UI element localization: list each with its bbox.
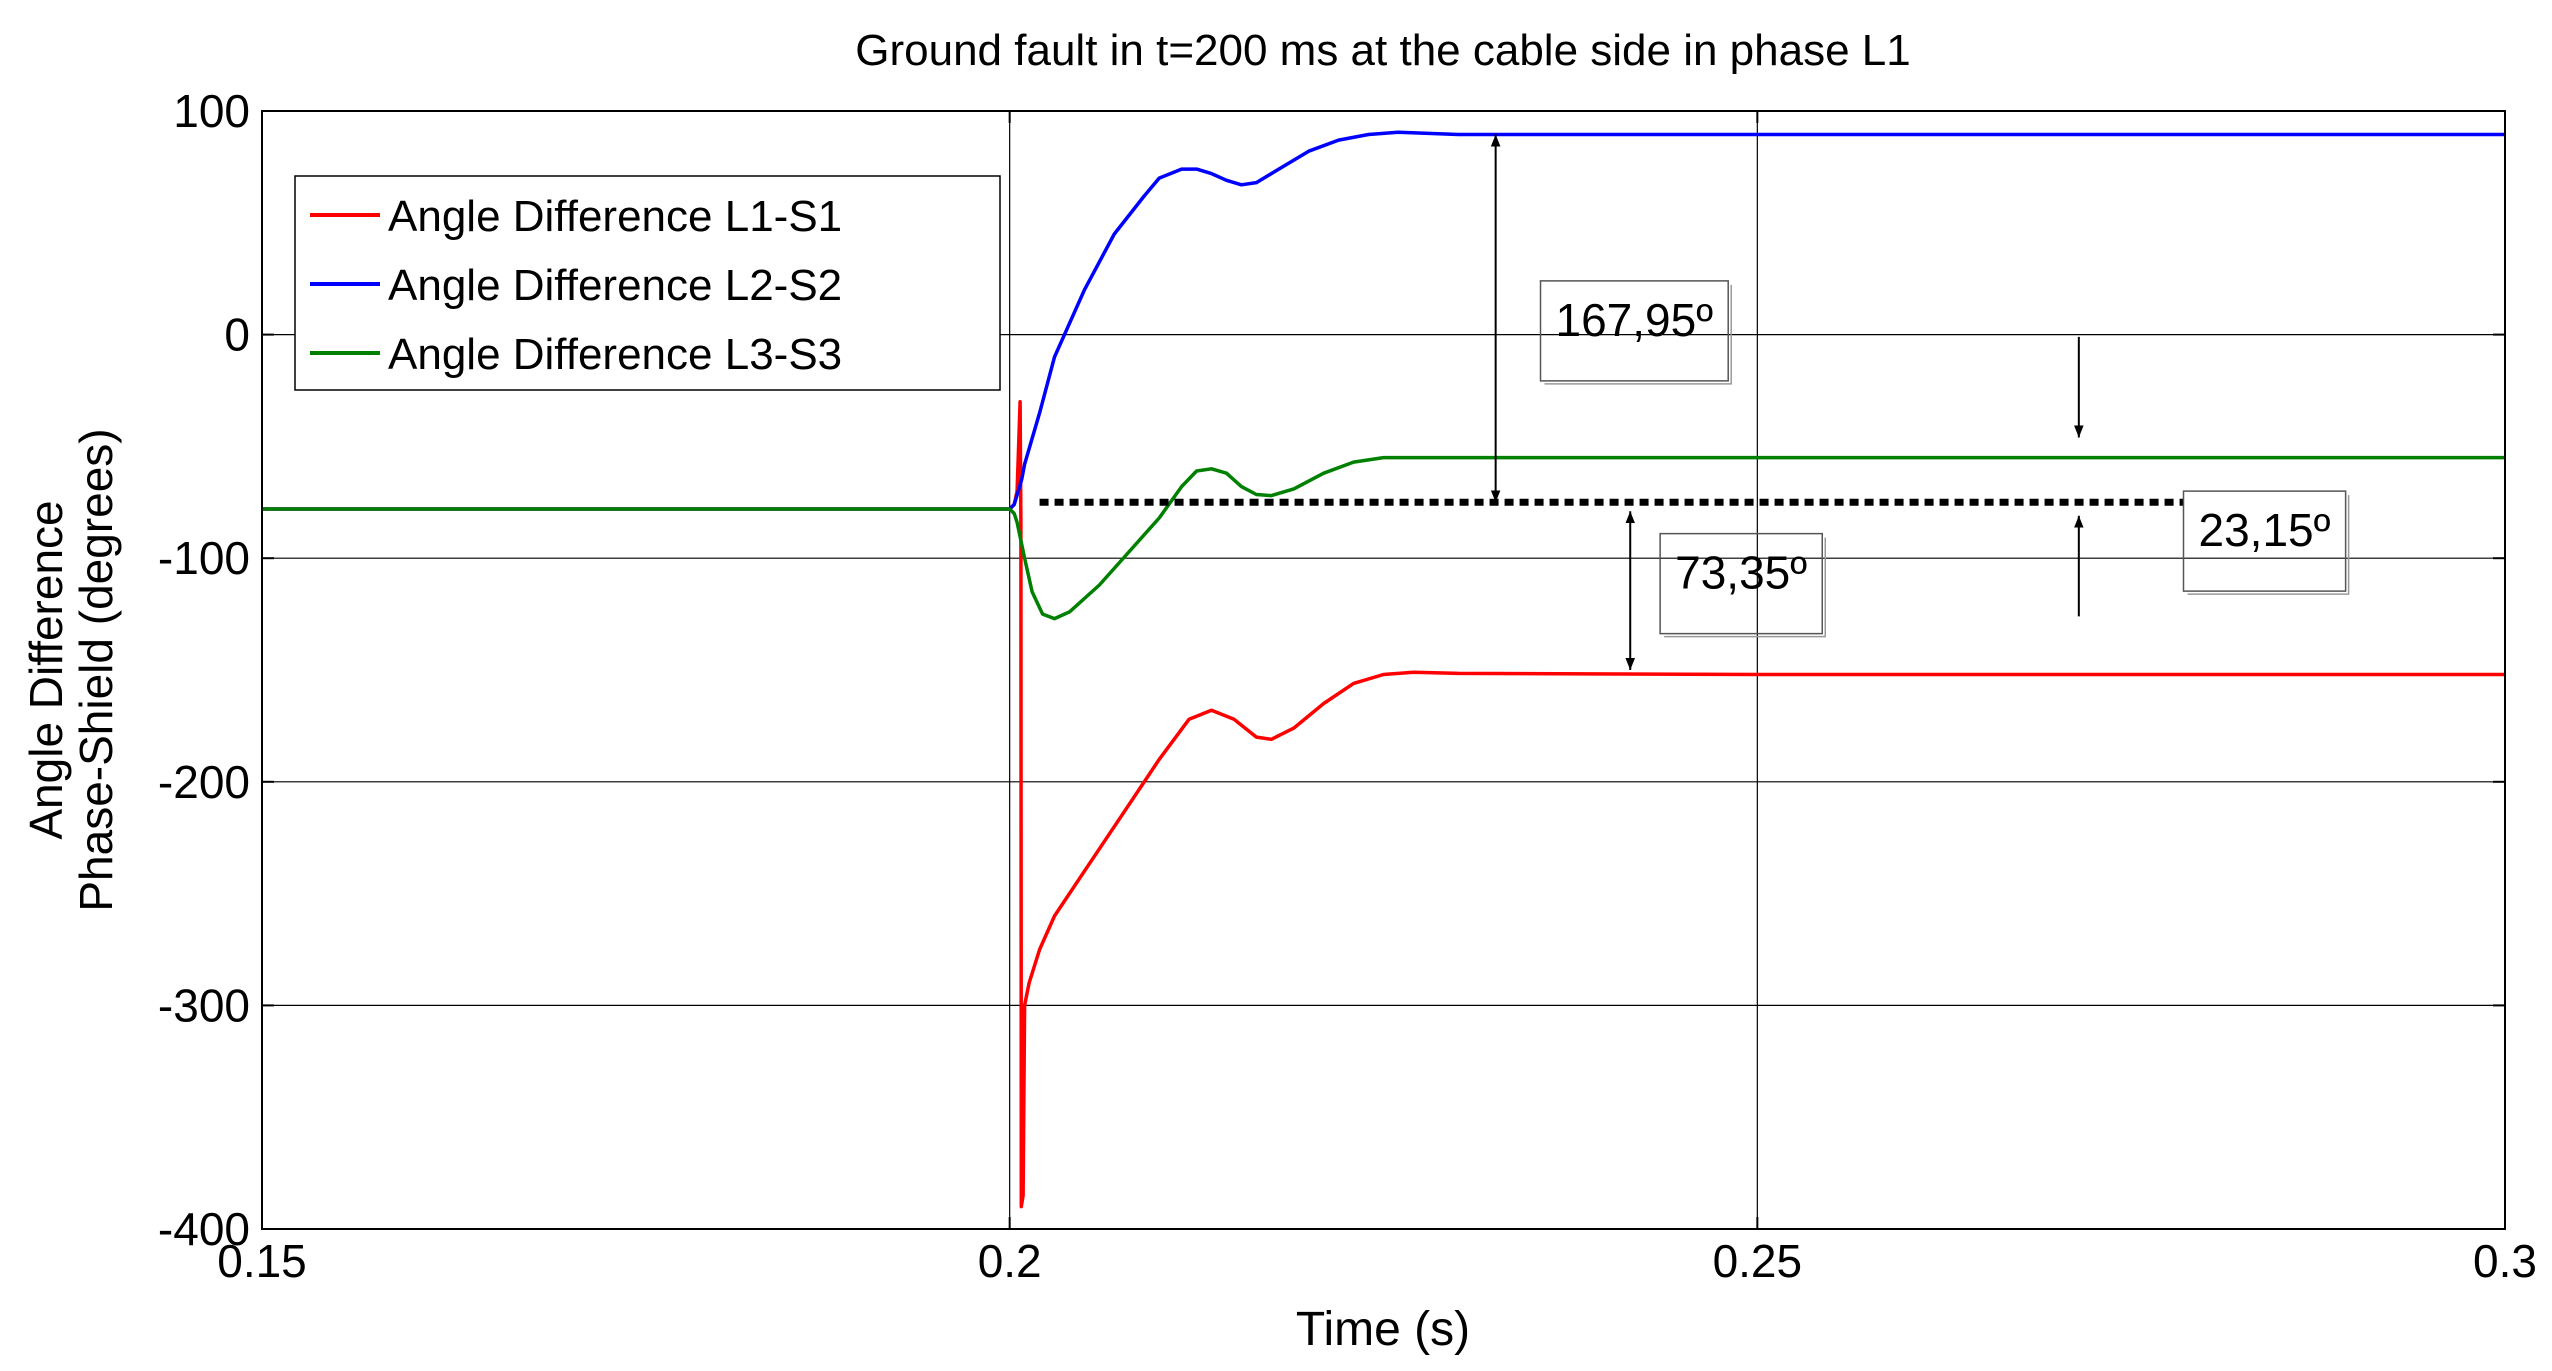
x-tick-label: 0.2 [978, 1235, 1042, 1287]
series-line-2 [262, 130, 2505, 511]
x-tick-label: 0.25 [1713, 1235, 1803, 1287]
annotation-box [1539, 280, 1729, 382]
annotation-label: 73,35º [1675, 547, 1807, 599]
axes: 0.15 0.2 0.25 0.3 -400 -300 -200 -100 0 100 [158, 85, 2537, 1287]
y-tick-label: -400 [158, 1203, 250, 1255]
y-tick-label: 100 [173, 85, 250, 137]
x-tick-label: 0.3 [2473, 1235, 2537, 1287]
y-axis-label-line-2: Phase-Shield (degrees) [70, 428, 122, 911]
y-axis-label-line-1: Angle Difference [20, 500, 72, 839]
legend-label: Angle Difference L1-S1 [388, 192, 842, 241]
legend: Angle Difference L1-S1 Angle Difference L… [294, 175, 1001, 391]
annotation-box [1659, 532, 1823, 635]
series-line-1 [262, 399, 2505, 1209]
annotation-box-shadow [1664, 537, 1826, 638]
x-axis-label: Time (s) [1296, 1303, 1470, 1356]
annotation-box-shadow [1544, 284, 1732, 385]
annotation-label: 23,15º [2199, 504, 2331, 556]
chart-title: Ground fault in t=200 ms at the cable si… [855, 26, 1910, 75]
annotation-label: 167,95º [1556, 294, 1714, 346]
legend-label: Angle Difference L2-S2 [388, 261, 842, 310]
y-tick-label: -200 [158, 756, 250, 808]
annotations: 167,95º 73,35º 23,15º [1039, 134, 2350, 670]
y-tick-label: 0 [224, 309, 250, 361]
annotation-box [2182, 490, 2347, 592]
x-tick-label: 0.15 [217, 1235, 307, 1287]
series-layer [262, 130, 2505, 1209]
annotation-box-shadow [2187, 495, 2350, 595]
legend-box [294, 175, 1001, 391]
plot-frame [261, 110, 2506, 1230]
y-tick-label: -300 [158, 979, 250, 1031]
y-tick-label: -100 [158, 532, 250, 584]
series-line-3 [262, 455, 2505, 621]
legend-label: Angle Difference L3-S3 [388, 330, 842, 379]
